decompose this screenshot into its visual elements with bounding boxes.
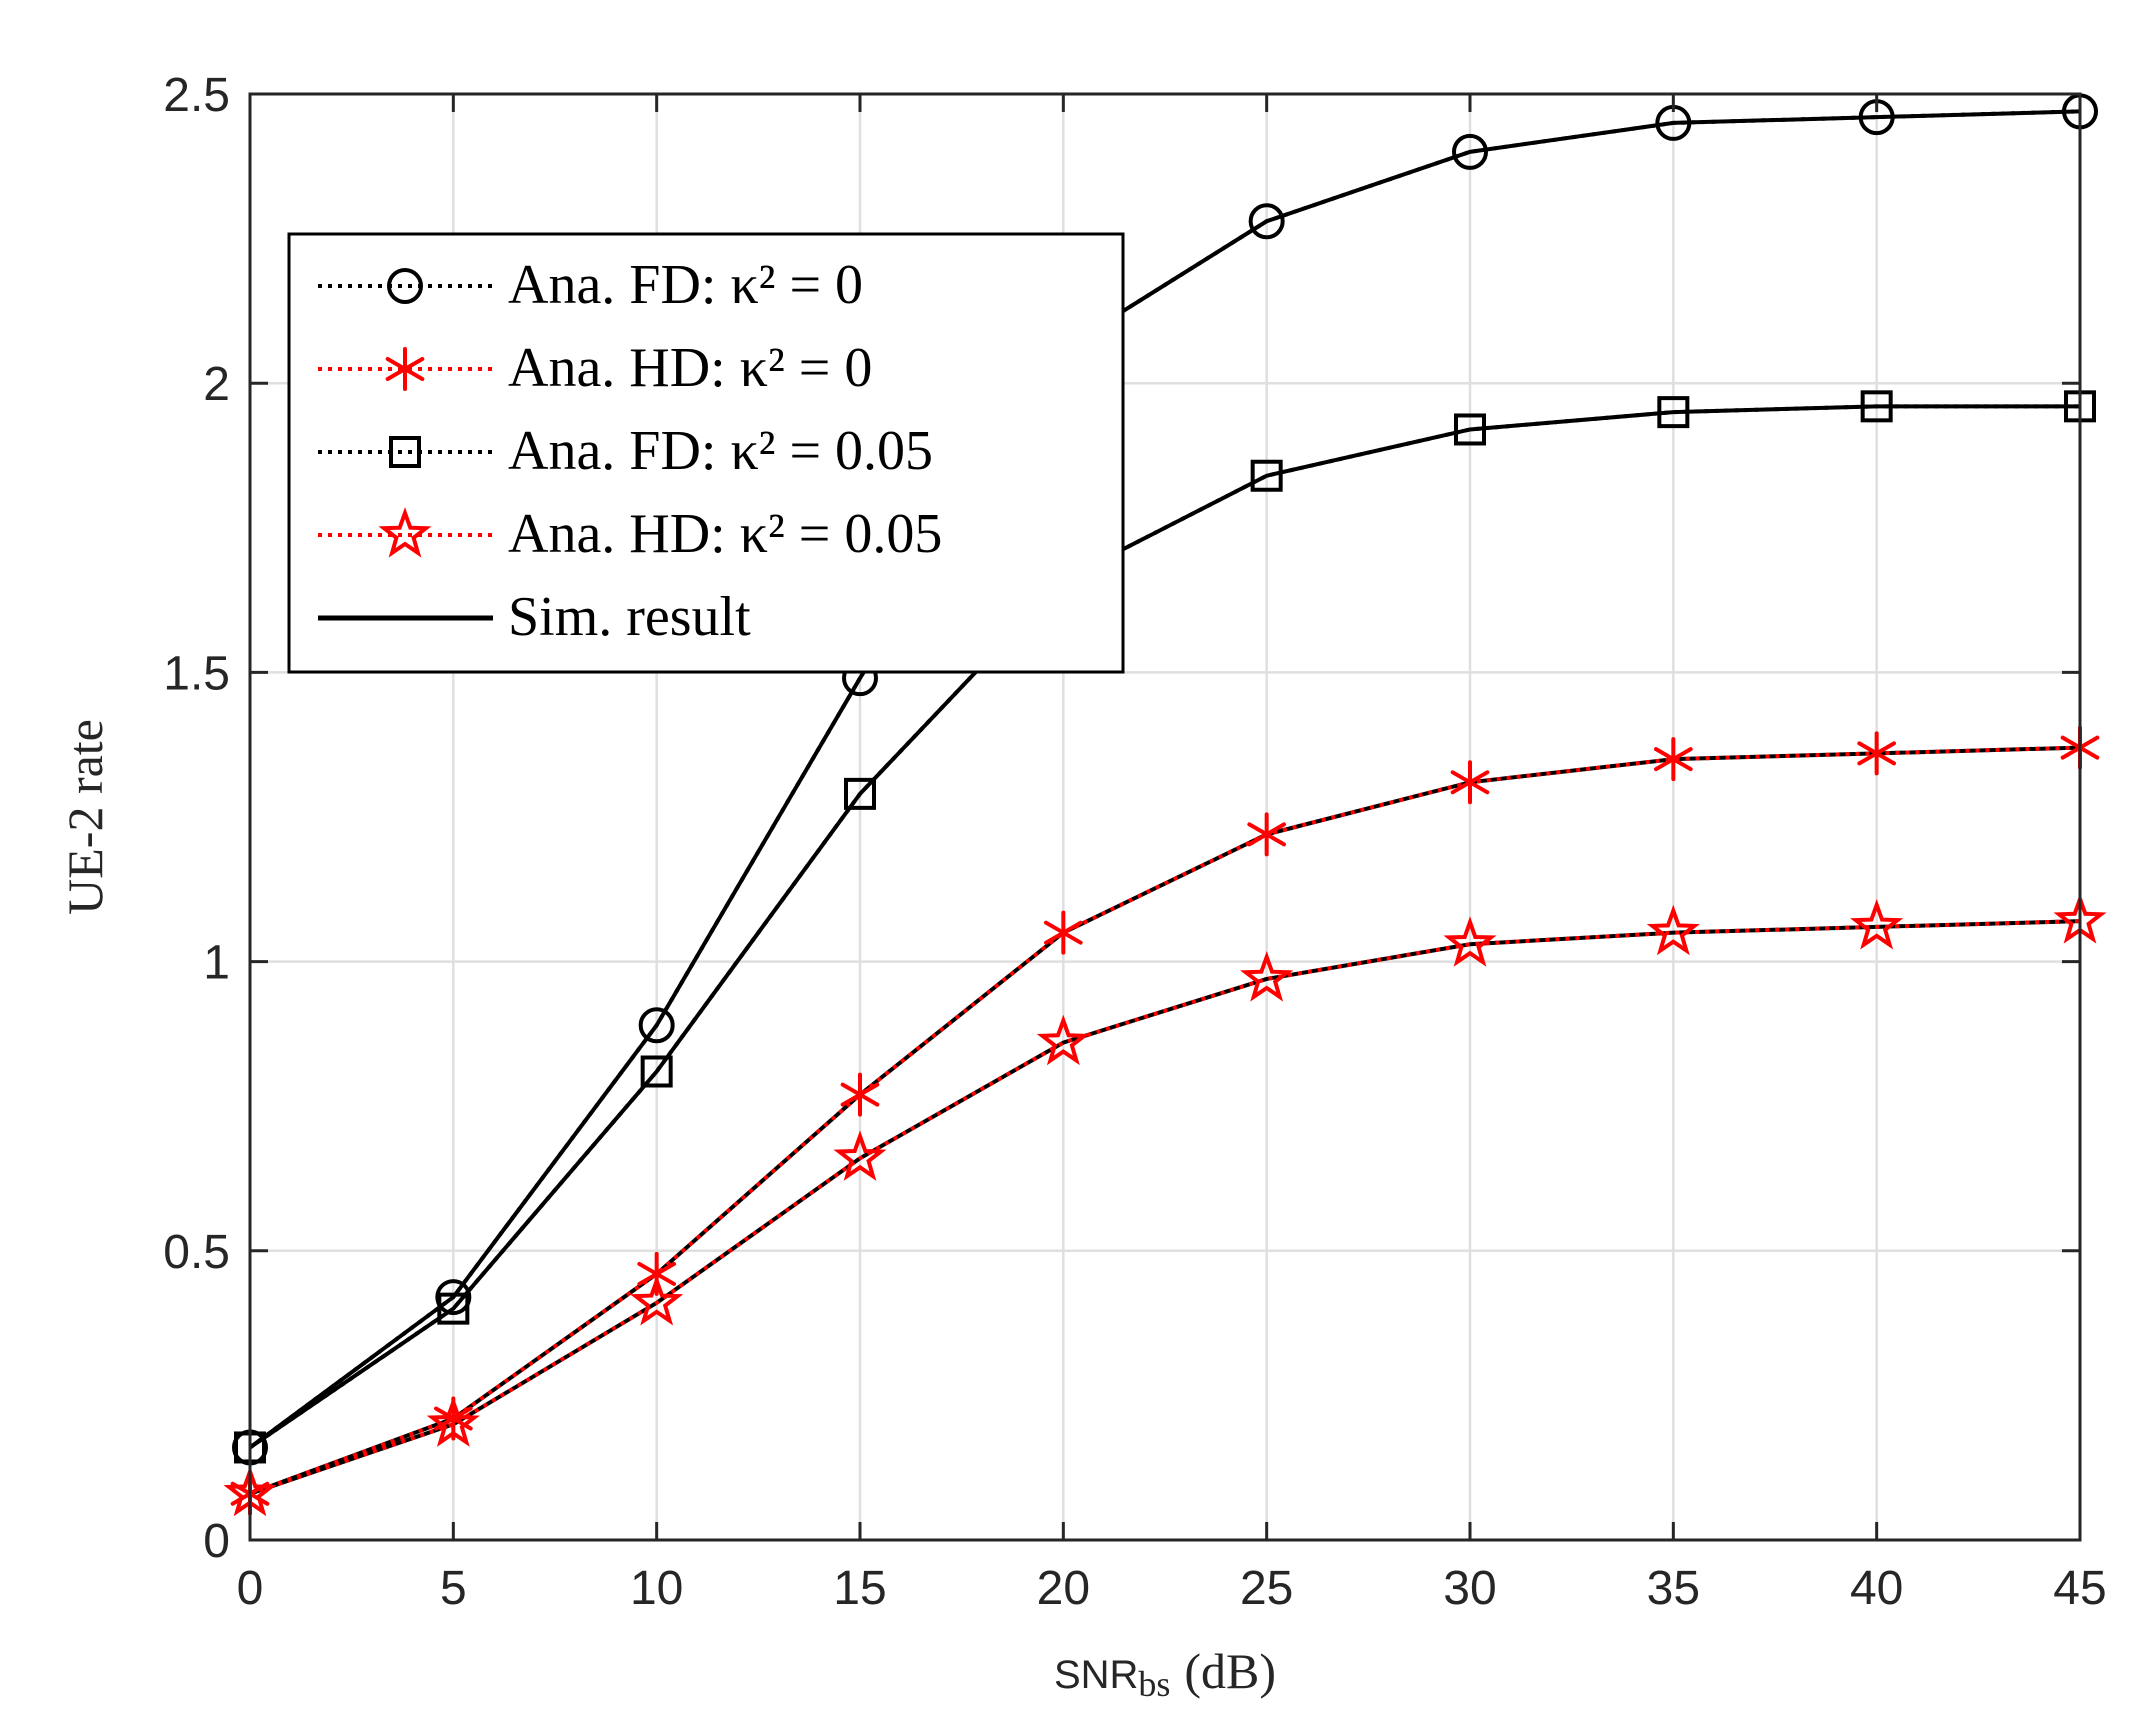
data-point-1-6 bbox=[1450, 760, 1490, 805]
y-tick-labels: 0 0.5 1 1.5 2 2.5 bbox=[163, 69, 230, 1568]
data-point-2-2 bbox=[640, 1055, 673, 1088]
legend: Ana. FD: κ² = 0 Ana. HD: κ² = 0 Ana. FD:… bbox=[287, 232, 1125, 674]
y-tick-label: 1.5 bbox=[163, 647, 230, 700]
data-point-1-3 bbox=[840, 1072, 880, 1117]
x-tick-label: 20 bbox=[1037, 1562, 1090, 1615]
x-tick-label: 45 bbox=[2053, 1562, 2106, 1615]
analytic-line-0 bbox=[248, 109, 2081, 1450]
data-point-3-7 bbox=[1646, 904, 1700, 956]
legend-label-sim: Sim. result bbox=[508, 586, 751, 648]
y-tick-label: 2 bbox=[203, 358, 230, 411]
data-point-3-1 bbox=[426, 1396, 480, 1447]
y-tick-label: 1 bbox=[203, 937, 230, 990]
x-tick-label: 30 bbox=[1443, 1562, 1496, 1615]
plot-frame bbox=[248, 92, 2082, 1542]
x-tick-label: 40 bbox=[1850, 1562, 1903, 1615]
data-point-2-1 bbox=[437, 1292, 470, 1325]
data-point-2-3 bbox=[844, 777, 876, 810]
data-point-1-2 bbox=[637, 1251, 676, 1296]
legend-marker-1 bbox=[385, 347, 425, 391]
asterisk-stroke bbox=[1654, 747, 1693, 772]
asterisk-stroke bbox=[840, 1082, 880, 1107]
asterisk-stroke bbox=[1247, 822, 1286, 847]
data-point-2-5 bbox=[1250, 459, 1283, 492]
data-point-1-4 bbox=[1044, 910, 1083, 955]
data-point-3-6 bbox=[1443, 916, 1497, 967]
data-point-2-7 bbox=[1657, 396, 1690, 429]
asterisk-stroke bbox=[637, 1261, 676, 1286]
data-point-1-8 bbox=[1857, 731, 1896, 776]
legend-marker-3 bbox=[378, 507, 432, 558]
legend-label-fd-k005: Ana. FD: κ² = 0.05 bbox=[508, 420, 933, 482]
x-axis-title: SNRbs (dB) bbox=[1054, 1643, 1276, 1704]
data-point-3-2 bbox=[630, 1275, 684, 1326]
legend-marker-0 bbox=[387, 268, 423, 304]
analytic-line-1 bbox=[249, 745, 2081, 1496]
legend-label-hd-k005: Ana. HD: κ² = 0.05 bbox=[508, 503, 942, 565]
asterisk-stroke bbox=[1044, 920, 1083, 945]
data-point-1-5 bbox=[1247, 812, 1286, 857]
data-point-3-8 bbox=[1850, 899, 1904, 950]
asterisk-stroke bbox=[1450, 770, 1490, 795]
legend-label-hd-k0: Ana. HD: κ² = 0 bbox=[508, 337, 872, 399]
data-point-0-6 bbox=[1452, 133, 1488, 170]
data-point-2-8 bbox=[1860, 390, 1893, 423]
legend-samples bbox=[318, 268, 493, 621]
legend-label-fd-k0: Ana. FD: κ² = 0 bbox=[508, 254, 863, 316]
legend-marker-2 bbox=[389, 436, 421, 468]
x-tick-label: 0 bbox=[237, 1562, 264, 1615]
x-tick-labels: 0 5 10 15 20 25 30 35 40 45 bbox=[237, 1562, 2107, 1615]
analytic-line-2 bbox=[248, 404, 2080, 1450]
markers bbox=[223, 93, 2107, 1517]
asterisk-stroke bbox=[385, 357, 425, 381]
x-tick-label: 15 bbox=[833, 1562, 886, 1615]
y-tick-label: 2.5 bbox=[163, 69, 230, 122]
x-tick-label: 5 bbox=[440, 1562, 467, 1615]
data-point-2-6 bbox=[1454, 413, 1486, 446]
data-point-0-5 bbox=[1248, 203, 1285, 240]
data-point-3-5 bbox=[1240, 951, 1294, 1002]
data-point-3-4 bbox=[1036, 1014, 1090, 1066]
data-point-0-2 bbox=[638, 1007, 675, 1044]
analytic-line-3 bbox=[249, 919, 2081, 1496]
y-tick-label: 0 bbox=[203, 1515, 230, 1568]
data-point-1-7 bbox=[1654, 737, 1693, 782]
y-axis-title: UE-2 rate bbox=[57, 719, 113, 915]
x-tick-label: 35 bbox=[1647, 1562, 1700, 1615]
y-tick-label: 0.5 bbox=[163, 1226, 230, 1279]
analytical-lines bbox=[248, 109, 2081, 1496]
x-tick-label: 10 bbox=[630, 1562, 683, 1615]
asterisk-stroke bbox=[1857, 741, 1896, 766]
data-point-3-3 bbox=[833, 1130, 887, 1181]
x-tick-label: 25 bbox=[1240, 1562, 1293, 1615]
ticks bbox=[248, 92, 2082, 1542]
